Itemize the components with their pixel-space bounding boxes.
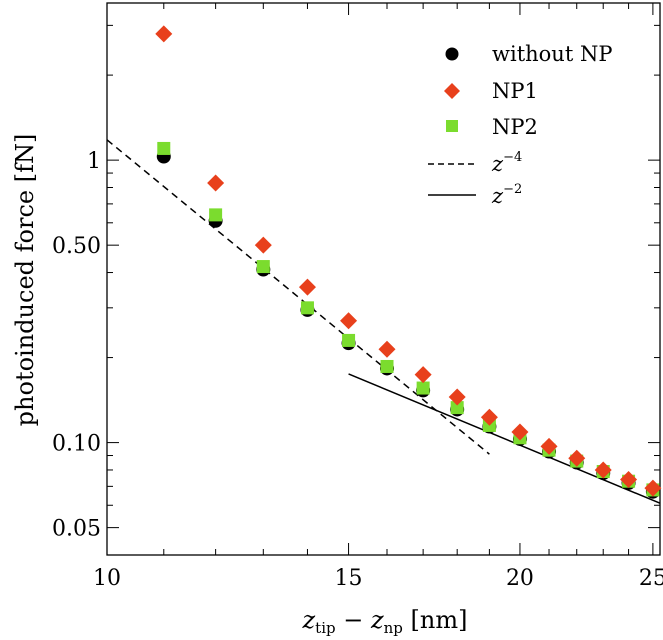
point-np2 (300, 301, 314, 315)
legend-marker-np1 (444, 83, 460, 99)
point-np1 (511, 423, 529, 441)
point-np2 (342, 333, 356, 347)
point-np1 (480, 408, 498, 426)
y-axis-label: photoinduced force [fN] (11, 134, 39, 427)
legend-label-np1: NP1 (492, 79, 538, 103)
legend-label-np2: NP2 (492, 115, 538, 139)
y-tick-label: 1 (87, 149, 101, 174)
x-tick-label: 25 (639, 566, 663, 591)
plot-frame (106, 2, 661, 556)
x-tick-label: 20 (506, 566, 534, 591)
legend-marker-np2 (446, 120, 458, 132)
point-np2 (380, 359, 394, 373)
y-tick-label: 0.50 (52, 234, 101, 259)
legend-label-without-np: without NP (492, 42, 612, 66)
point-np1 (378, 340, 396, 358)
x-axis-label: ztip − znp [nm] (302, 606, 468, 637)
point-np1 (254, 236, 272, 254)
axis-ticks (106, 3, 660, 555)
legend-marker-without-np (445, 47, 459, 61)
point-np1 (340, 312, 358, 330)
axis-tick-labels: 10 15 20 25 0.05 0.10 0.50 1 (52, 149, 663, 591)
point-np2 (256, 260, 270, 274)
fit-line-z4 (106, 139, 490, 455)
point-np2 (209, 208, 223, 222)
x-tick-label: 15 (335, 566, 363, 591)
point-np2 (157, 141, 171, 155)
point-np1 (298, 278, 316, 296)
point-np1 (414, 366, 432, 384)
point-np1 (568, 449, 586, 467)
y-tick-label: 0.05 (52, 517, 101, 542)
point-np1 (207, 174, 225, 192)
point-np1 (620, 471, 638, 489)
point-np1 (540, 437, 558, 455)
point-np1 (155, 25, 173, 43)
fit-lines (106, 139, 661, 504)
fit-line-z2 (348, 373, 661, 504)
legend-label-z2: z−2 (491, 182, 522, 208)
x-tick-label: 10 (93, 566, 121, 591)
point-np2 (450, 401, 464, 415)
point-np1 (644, 479, 662, 497)
y-tick-label: 0.10 (52, 432, 101, 457)
point-np1 (448, 388, 466, 406)
legend: without NP NP1 NP2 z−4 z−2 (428, 42, 612, 208)
legend-label-z4: z−4 (491, 150, 522, 176)
data-markers (155, 25, 662, 499)
point-np1 (594, 461, 612, 479)
point-np2 (416, 381, 430, 395)
